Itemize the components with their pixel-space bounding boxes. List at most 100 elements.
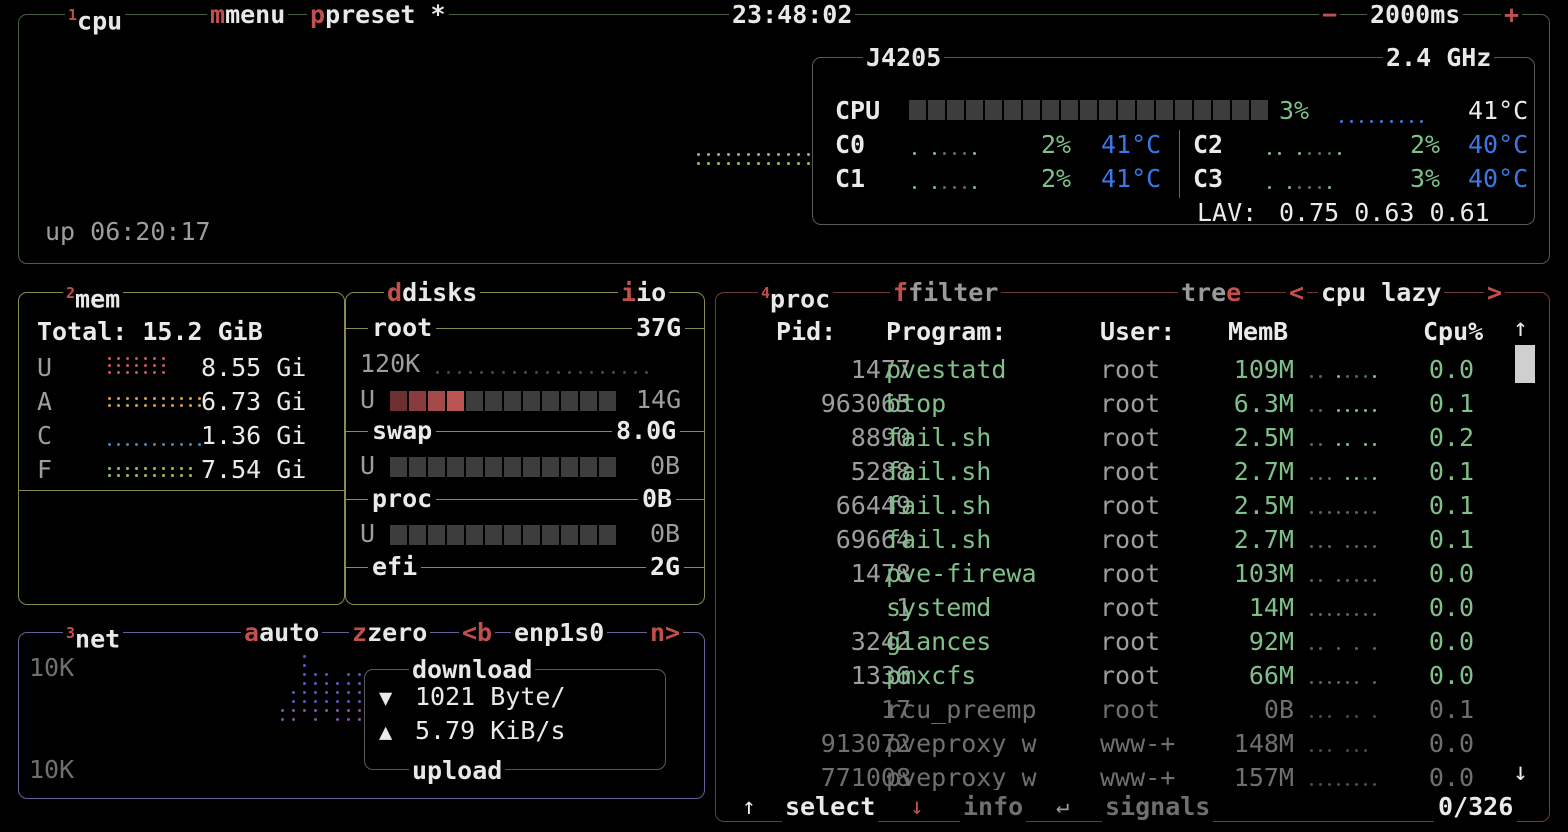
proc-user: www-+ — [1100, 729, 1176, 758]
proc-program: fail.sh — [886, 457, 992, 486]
preset-button[interactable]: ppreset * — [307, 0, 449, 30]
proc-cpu-graph — [1310, 443, 1382, 447]
cpu-core-1-label: C1 — [835, 164, 866, 193]
mem-box-number: 2 — [66, 284, 76, 302]
net-interface-name: enp1s0 — [511, 618, 608, 648]
proc-cpu: 0.0 — [1428, 593, 1474, 622]
net-scale-bottom: 10K — [29, 755, 75, 784]
proc-user: root — [1100, 661, 1161, 690]
proc-select-label[interactable]: select — [782, 790, 879, 824]
net-auto-button[interactable]: aauto — [241, 618, 323, 648]
proc-cpu-graph — [1310, 511, 1382, 515]
mem-row-available-key: A — [37, 387, 53, 416]
proc-select-up-icon[interactable]: ↑ — [742, 794, 756, 820]
proc-sort-prev-button[interactable]: < — [1286, 278, 1308, 308]
proc-user: root — [1100, 559, 1161, 588]
cpu-core-2-temp: 40°C — [1468, 130, 1529, 159]
net-next-key: n> — [650, 618, 681, 647]
proc-enter-key-icon[interactable]: ↵ — [1056, 794, 1070, 819]
net-scale-top: 10K — [29, 653, 75, 682]
cpu-box-title[interactable]: 1cpu — [65, 0, 126, 37]
mem-row-cached-key: C — [37, 421, 53, 450]
interval-increase-button[interactable]: + — [1501, 0, 1523, 30]
disk-swap-rule — [346, 431, 704, 432]
io-toggle[interactable]: iio — [618, 278, 670, 308]
proc-col-pid[interactable]: Pid: — [776, 317, 837, 346]
proc-scrollbar-thumb[interactable] — [1515, 345, 1535, 383]
interval-value: 2000ms — [1367, 0, 1464, 30]
disk-root-used: 14G — [636, 385, 682, 414]
proc-cpu: 0.1 — [1428, 389, 1474, 418]
proc-cpu-graph — [1310, 375, 1382, 379]
proc-select-down-icon[interactable]: ↓ — [910, 794, 924, 820]
proc-tree-button[interactable]: tree — [1178, 278, 1245, 308]
proc-sort-next-button[interactable]: > — [1484, 278, 1506, 308]
proc-pid: 17 — [880, 695, 911, 724]
proc-pid: 66449 — [835, 491, 911, 520]
proc-cpu: 0.2 — [1428, 423, 1474, 452]
cpu-core-0-temp: 41°C — [1101, 130, 1162, 159]
proc-mem: 2.7M — [1233, 525, 1294, 554]
cpu-detail-box: J4205 2.4 GHz CPU 3% 41°C C0 — [812, 43, 1535, 227]
interval-decrease-button[interactable]: − — [1319, 0, 1341, 30]
net-box-title[interactable]: 3net — [63, 618, 124, 655]
net-speed-box: download ▼ 1021 Byte/ ▲ 5.79 KiB/s uploa… — [364, 655, 666, 786]
mem-row-free-graph — [108, 467, 198, 481]
disk-proc-size: 0B — [638, 482, 677, 516]
proc-cpu: 0.0 — [1428, 661, 1474, 690]
net-box: 3net aauto zzero <b enp1s0 n> 10K 10K — [18, 618, 705, 799]
proc-cpu: 0.0 — [1428, 763, 1474, 792]
cpu-box: 1cpu mmenu ppreset * 23:48:02 − 2000ms + — [18, 0, 1550, 264]
mem-section-divider — [19, 490, 344, 491]
proc-box-number: 4 — [761, 284, 771, 302]
proc-col-mem[interactable]: MemB — [1228, 317, 1289, 346]
net-auto-label: auto — [259, 618, 320, 647]
proc-info-label[interactable]: info — [960, 790, 1027, 824]
disk-root-size: 37G — [632, 311, 686, 345]
proc-tree-hotkey: e — [1226, 278, 1242, 307]
proc-box-label: proc — [770, 284, 831, 314]
proc-col-user[interactable]: User: — [1100, 317, 1176, 346]
proc-mem: 92M — [1248, 627, 1294, 656]
io-hotkey: i — [621, 278, 637, 307]
proc-filter-button[interactable]: ffilter — [890, 278, 1002, 308]
cpu-total-temp: 41°C — [1468, 96, 1529, 125]
net-auto-hotkey: a — [244, 618, 260, 647]
proc-program: pveproxy w — [886, 729, 1037, 758]
cpu-total-percent: 3% — [1279, 96, 1310, 125]
proc-box-title[interactable]: 4proc — [758, 278, 834, 315]
interval-plus-icon: + — [1504, 0, 1520, 29]
cpu-total-graph — [697, 153, 817, 171]
disk-swap-size: 8.0G — [612, 414, 681, 448]
disk-proc-name: proc — [368, 482, 437, 516]
proc-col-cpu[interactable]: Cpu% — [1423, 317, 1484, 346]
proc-mem: 148M — [1233, 729, 1294, 758]
cpu-frequency: 2.4 GHz — [1383, 43, 1495, 73]
proc-cpu-graph — [1310, 715, 1382, 719]
cpu-core-1-percent: 2% — [1041, 164, 1072, 193]
proc-sort-direction-icon[interactable]: ↑ — [1513, 313, 1529, 342]
proc-col-program[interactable]: Program: — [886, 317, 1007, 346]
net-upload-value: 5.79 KiB/s — [415, 716, 566, 745]
proc-pid: 8890 — [850, 423, 911, 452]
mem-box-title[interactable]: 2mem — [63, 278, 124, 315]
proc-signals-label[interactable]: signals — [1102, 790, 1214, 824]
net-prev-interface-button[interactable]: <b — [459, 618, 496, 648]
interval-minus-icon: − — [1322, 0, 1338, 29]
proc-pid: 1 — [895, 593, 911, 622]
cpu-uptime: up 06:20:17 — [45, 217, 211, 246]
net-zero-button[interactable]: zzero — [349, 618, 431, 648]
cpu-box-label: cpu — [77, 6, 123, 36]
net-download-arrow-icon: ▼ — [379, 686, 393, 711]
proc-sort-label: cpu lazy — [1318, 278, 1445, 308]
disks-box-title[interactable]: ddisks — [384, 278, 481, 308]
net-next-interface-button[interactable]: n> — [647, 618, 684, 648]
net-zero-label: zero — [367, 618, 428, 647]
proc-scroll-down-icon[interactable]: ↓ — [1513, 757, 1529, 786]
proc-user: root — [1100, 525, 1161, 554]
menu-button[interactable]: mmenu — [207, 0, 289, 30]
cpu-box-number: 1 — [68, 6, 78, 24]
proc-cpu: 0.1 — [1428, 695, 1474, 724]
proc-program: pvestatd — [886, 355, 1007, 384]
io-label: io — [636, 278, 667, 307]
